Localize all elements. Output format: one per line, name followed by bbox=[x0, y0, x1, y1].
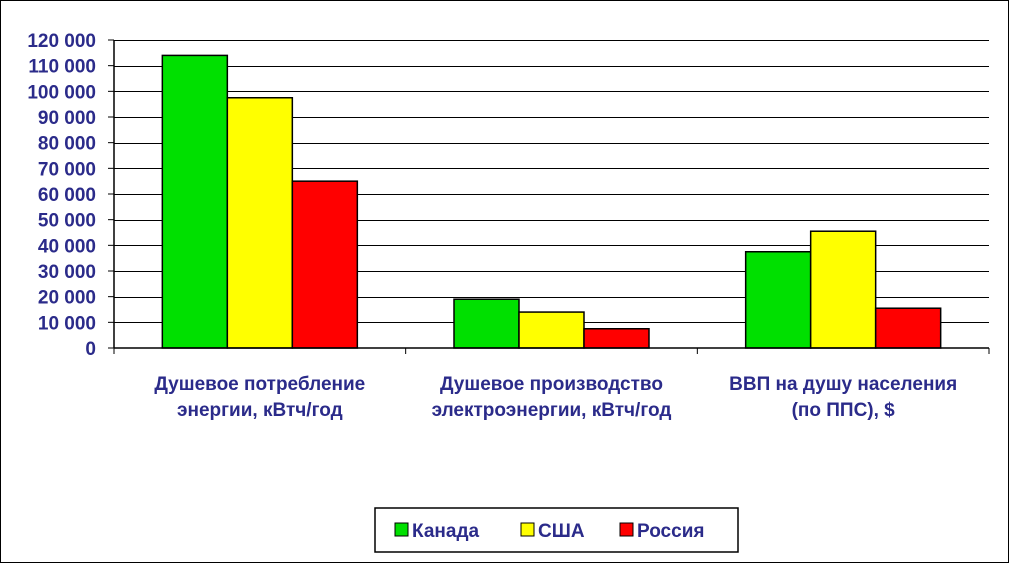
y-tick-label: 50 000 bbox=[38, 211, 96, 232]
y-tick-label: 0 bbox=[85, 339, 96, 360]
category-labels: Душевое потребление энергии, кВтч/год Душе… bbox=[154, 374, 957, 421]
y-tick-label: 100 000 bbox=[27, 82, 96, 103]
y-tick-label: 90 000 bbox=[38, 108, 96, 129]
category-label: Душевое производство bbox=[440, 374, 663, 395]
category-label: ВВП на душу населения bbox=[729, 374, 957, 395]
axes bbox=[108, 39, 990, 354]
y-tick-label: 10 000 bbox=[38, 313, 96, 334]
y-tick-labels: 0 10 000 20 000 30 000 40 000 50 000 60 000 70 … bbox=[27, 31, 96, 360]
y-tick-label: 60 000 bbox=[38, 185, 96, 206]
bar-Канада bbox=[161, 54, 229, 349]
y-tick-label: 110 000 bbox=[28, 57, 96, 78]
legend-swatch bbox=[619, 522, 634, 537]
y-tick-label: 30 000 bbox=[38, 262, 96, 283]
bar-Россия bbox=[291, 180, 359, 349]
bar-Канада bbox=[744, 251, 812, 349]
y-tick-label: 70 000 bbox=[38, 159, 96, 180]
bar-США bbox=[809, 230, 877, 349]
category-label: Душевое потребление bbox=[154, 374, 365, 395]
legend: Канада США Россия bbox=[374, 507, 739, 553]
y-tick-label: 80 000 bbox=[38, 134, 96, 155]
bar-Канада bbox=[453, 298, 520, 349]
legend-label: США bbox=[538, 521, 585, 542]
legend-box bbox=[374, 507, 739, 553]
bar-Россия bbox=[583, 328, 650, 349]
category-label: (по ППС), $ bbox=[792, 400, 896, 421]
category-label: электроэнергии, кВтч/год bbox=[432, 400, 672, 421]
legend-swatch bbox=[394, 522, 409, 537]
category-label: энергии, кВтч/год bbox=[177, 400, 343, 421]
y-tick-label: 40 000 bbox=[38, 236, 96, 257]
legend-swatch bbox=[520, 522, 535, 537]
legend-label: Россия bbox=[637, 521, 704, 542]
bar-Россия bbox=[874, 307, 942, 349]
y-tick-label: 20 000 bbox=[38, 288, 96, 309]
y-tick-label: 120 000 bbox=[27, 31, 96, 52]
bar-США bbox=[226, 97, 294, 349]
bar-США bbox=[518, 311, 585, 349]
bars bbox=[161, 54, 942, 349]
legend-label: Канада bbox=[412, 521, 479, 542]
